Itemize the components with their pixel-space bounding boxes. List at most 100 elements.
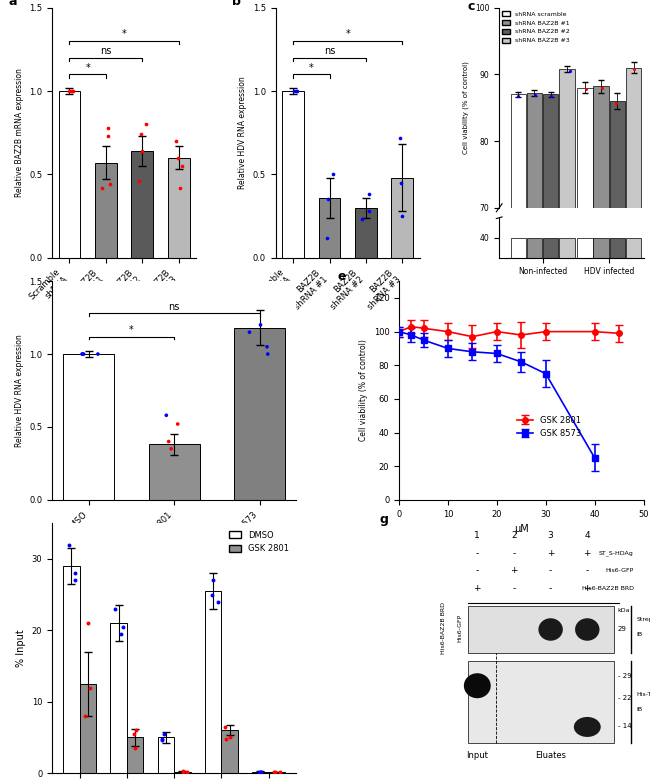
Text: His6-GFP: His6-GFP — [605, 569, 634, 573]
Point — [629, 63, 639, 76]
Point — [610, 97, 621, 109]
Bar — [526, 93, 542, 674]
Bar — [63, 354, 114, 500]
Point — [109, 603, 120, 615]
Point — [136, 144, 147, 157]
Text: IB: IB — [636, 632, 642, 637]
Point — [580, 84, 591, 96]
Ellipse shape — [538, 619, 563, 640]
Point — [182, 765, 192, 778]
Point — [262, 341, 272, 353]
Text: Input: Input — [466, 751, 488, 760]
Bar — [222, 730, 238, 773]
Bar — [252, 772, 268, 773]
Point — [207, 574, 218, 587]
Y-axis label: Cell viability (% of control): Cell viability (% of control) — [463, 62, 469, 154]
Bar — [593, 87, 609, 674]
Point — [274, 765, 285, 778]
Point — [64, 538, 74, 551]
Text: 1: 1 — [474, 531, 480, 540]
Point — [131, 724, 141, 736]
Point — [255, 319, 266, 331]
Point — [103, 130, 113, 142]
Bar — [391, 178, 413, 258]
Text: -: - — [549, 566, 552, 576]
Ellipse shape — [575, 619, 599, 640]
Point — [513, 90, 523, 102]
Point — [289, 85, 300, 98]
Text: g: g — [380, 513, 389, 526]
Point — [363, 188, 374, 201]
Point — [157, 733, 167, 745]
Bar — [149, 444, 200, 500]
Bar — [559, 237, 575, 437]
Point — [395, 131, 406, 144]
Text: 2: 2 — [511, 531, 517, 540]
Text: -: - — [512, 583, 515, 593]
Point — [129, 728, 139, 740]
Text: +: + — [474, 583, 481, 593]
Text: kDa: kDa — [618, 608, 630, 613]
Bar — [63, 566, 80, 773]
Bar — [234, 328, 285, 500]
Point — [66, 85, 77, 98]
Point — [397, 210, 408, 223]
Ellipse shape — [574, 717, 601, 737]
Point — [171, 135, 181, 148]
Text: ns: ns — [324, 46, 335, 56]
Point — [356, 213, 367, 226]
Text: IB: IB — [636, 707, 642, 712]
Text: 4: 4 — [584, 531, 590, 540]
Text: Eluates: Eluates — [535, 751, 566, 760]
Text: -: - — [512, 549, 515, 558]
Point — [64, 85, 74, 98]
Point — [85, 681, 96, 694]
Bar — [80, 684, 96, 773]
Point — [80, 710, 90, 722]
Bar — [543, 95, 558, 674]
Point — [70, 574, 80, 587]
Point — [328, 168, 338, 180]
Text: c: c — [467, 0, 475, 12]
Point — [67, 85, 77, 98]
Point — [159, 728, 170, 740]
Point — [83, 617, 93, 629]
Point — [256, 765, 266, 778]
Point — [103, 122, 114, 134]
Y-axis label: Relative HDV RNA expression: Relative HDV RNA expression — [14, 334, 23, 447]
Bar — [626, 237, 642, 437]
Bar — [127, 737, 144, 773]
Bar — [355, 208, 377, 258]
Text: Strep-Tag: Strep-Tag — [636, 617, 650, 622]
Point — [322, 231, 332, 244]
Point — [172, 418, 183, 430]
Point — [254, 765, 264, 778]
Bar — [510, 95, 526, 674]
Point — [178, 765, 188, 778]
Text: ST_S-HDAg: ST_S-HDAg — [599, 551, 634, 556]
Point — [177, 765, 188, 778]
Text: His6-BAZ2B BRD: His6-BAZ2B BRD — [441, 602, 445, 654]
Point — [291, 85, 301, 98]
Point — [118, 621, 128, 633]
Legend: GSK 2801, GSK 8573: GSK 2801, GSK 8573 — [514, 412, 584, 441]
Bar — [626, 68, 642, 674]
Point — [269, 766, 280, 779]
Point — [161, 409, 172, 422]
Text: - 22: - 22 — [618, 695, 631, 701]
Bar — [543, 237, 558, 437]
Bar — [205, 591, 222, 773]
Point — [530, 88, 540, 101]
Text: His6-BAZ2B BRD: His6-BAZ2B BRD — [582, 586, 634, 590]
Bar — [282, 91, 304, 258]
Text: ns: ns — [100, 46, 112, 56]
Point — [166, 443, 176, 455]
Ellipse shape — [464, 673, 491, 698]
Point — [220, 721, 231, 733]
Bar — [168, 158, 190, 258]
Bar — [577, 237, 593, 437]
Text: -: - — [476, 566, 479, 576]
Point — [175, 181, 185, 194]
Text: *: * — [122, 30, 127, 40]
Bar — [510, 237, 526, 437]
